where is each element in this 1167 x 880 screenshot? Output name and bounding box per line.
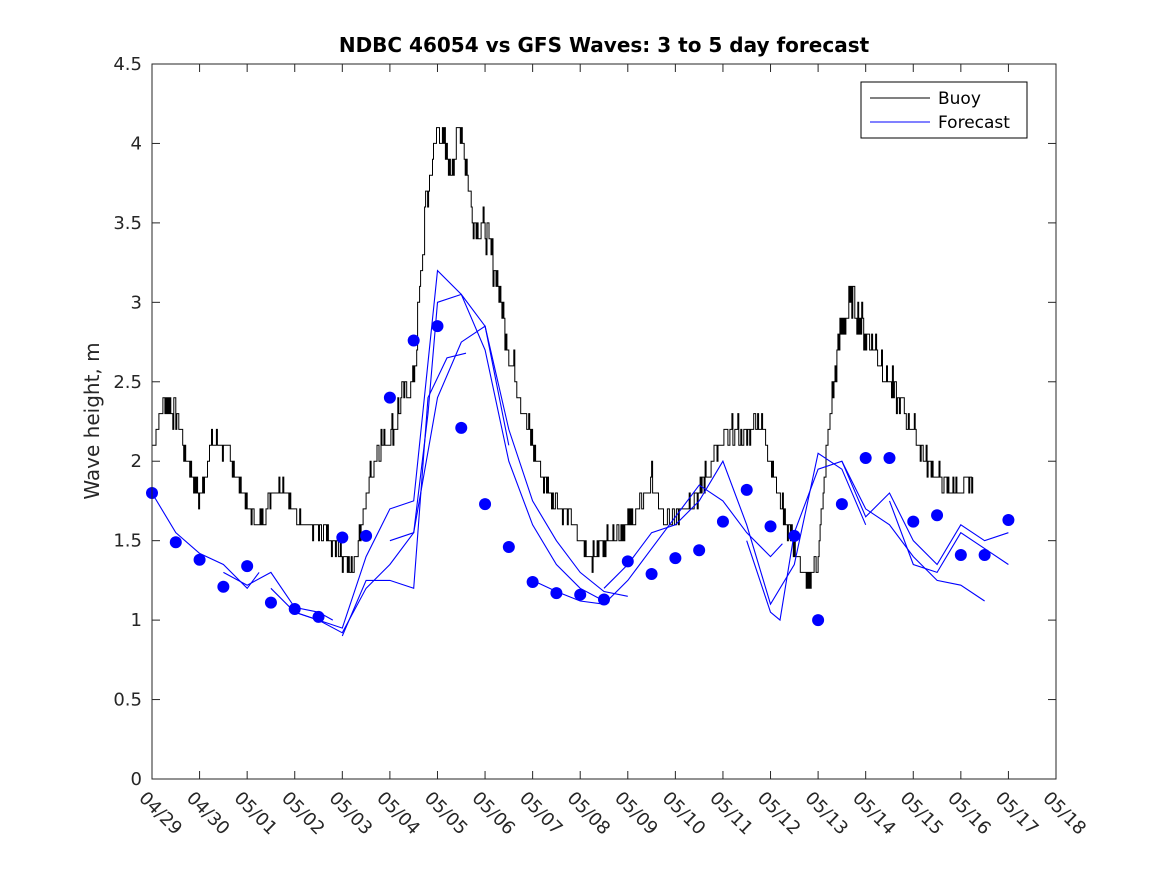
forecast-marker-33	[907, 515, 920, 528]
forecast-marker-31	[859, 452, 872, 465]
y-tick-label-7: 3.5	[113, 213, 142, 234]
forecast-marker-22	[645, 568, 658, 581]
x-tick-label-12: 05/11	[705, 788, 757, 840]
x-tick-label-5: 05/04	[372, 788, 424, 840]
forecast-marker-11	[383, 391, 396, 404]
y-tick-label-8: 4	[131, 133, 142, 154]
forecast-marker-17	[526, 575, 539, 588]
x-tick-label-2: 05/01	[230, 788, 282, 840]
forecast-marker-9	[336, 531, 349, 544]
x-tick-label-19: 05/18	[1038, 788, 1090, 840]
x-tick-label-13: 05/12	[753, 788, 805, 840]
x-tick-label-17: 05/16	[943, 788, 995, 840]
legend-label-buoy: Buoy	[938, 89, 981, 109]
forecast-marker-24	[693, 544, 706, 557]
forecast-marker-27	[764, 520, 777, 533]
plot-background	[152, 64, 1056, 779]
forecast-marker-35	[954, 548, 967, 561]
y-tick-label-5: 2.5	[113, 372, 142, 393]
forecast-marker-8	[312, 610, 325, 623]
forecast-marker-3	[193, 553, 206, 566]
forecast-marker-21	[621, 555, 634, 568]
forecast-marker-36	[978, 548, 991, 561]
forecast-marker-29	[812, 614, 825, 627]
forecast-marker-4	[217, 580, 230, 593]
forecast-marker-19	[574, 588, 587, 601]
legend-label-forecast: Forecast	[938, 113, 1010, 133]
forecast-marker-34	[931, 509, 944, 522]
forecast-marker-25	[716, 515, 729, 528]
y-tick-label-3: 1.5	[113, 531, 142, 552]
y-tick-label-9: 4.5	[113, 54, 142, 75]
plot-frame	[151, 63, 1057, 780]
forecast-marker-15	[479, 498, 492, 511]
series-line-forecast-run-10	[841, 460, 1009, 566]
x-tick-label-10: 05/09	[610, 788, 662, 840]
forecast-marker-5	[241, 560, 254, 573]
y-tick-label-4: 2	[131, 451, 142, 472]
x-tick-label-15: 05/14	[848, 788, 900, 840]
x-tick-label-7: 05/06	[468, 788, 520, 840]
y-axis-label: Wave height, m	[80, 342, 104, 499]
forecast-marker-2	[169, 536, 182, 549]
forecast-marker-30	[835, 498, 848, 511]
legend-box	[860, 81, 1028, 139]
forecast-marker-32	[883, 452, 896, 465]
x-tick-label-0: 04/29	[134, 788, 186, 840]
x-tick-label-6: 05/05	[420, 788, 472, 840]
forecast-marker-12	[407, 334, 420, 347]
series-line-forecast-run-9	[746, 460, 985, 622]
chart-title: NDBC 46054 vs GFS Waves: 3 to 5 day fore…	[339, 33, 870, 57]
forecast-marker-20	[598, 593, 610, 606]
x-tick-label-3: 05/02	[277, 788, 329, 840]
y-tick-label-0: 0	[131, 769, 142, 790]
series-line-forecast-run-6	[389, 325, 628, 597]
series-line-forecast-run-1	[151, 492, 260, 590]
forecast-marker-14	[455, 421, 468, 434]
forecast-marker-37	[1002, 514, 1015, 527]
forecast-marker-26	[740, 483, 753, 496]
x-tick-label-9: 05/08	[563, 788, 615, 840]
x-tick-label-11: 05/10	[658, 788, 710, 840]
y-tick-label-6: 3	[131, 292, 142, 313]
x-tick-label-4: 05/03	[325, 788, 377, 840]
forecast-marker-28	[788, 529, 801, 542]
forecast-marker-18	[550, 587, 563, 600]
y-tick-label-1: 0.5	[113, 690, 142, 711]
forecast-marker-6	[264, 596, 277, 609]
forecast-marker-16	[502, 541, 515, 554]
forecast-marker-23	[669, 552, 682, 565]
forecast-marker-10	[360, 529, 373, 542]
forecast-marker-7	[288, 602, 301, 615]
legend: Buoy Forecast	[860, 81, 1028, 139]
y-tick-label-2: 1	[131, 610, 142, 631]
series-line-forecast-run-8	[603, 452, 867, 606]
x-tick-label-8: 05/07	[515, 788, 567, 840]
x-tick-label-1: 04/30	[182, 788, 234, 840]
x-tick-label-16: 05/15	[896, 788, 948, 840]
series-line-buoy	[152, 127, 974, 589]
series-line-forecast-run-5	[341, 352, 467, 637]
x-tick-label-18: 05/17	[991, 788, 1043, 840]
forecast-marker-13	[431, 320, 444, 333]
x-tick-label-14: 05/13	[801, 788, 853, 840]
plot-area: 0 0.5 1 1.5 2 2.5 3 3.5 4 4.5 04/2904/3005/0105/02…	[113, 54, 1090, 839]
